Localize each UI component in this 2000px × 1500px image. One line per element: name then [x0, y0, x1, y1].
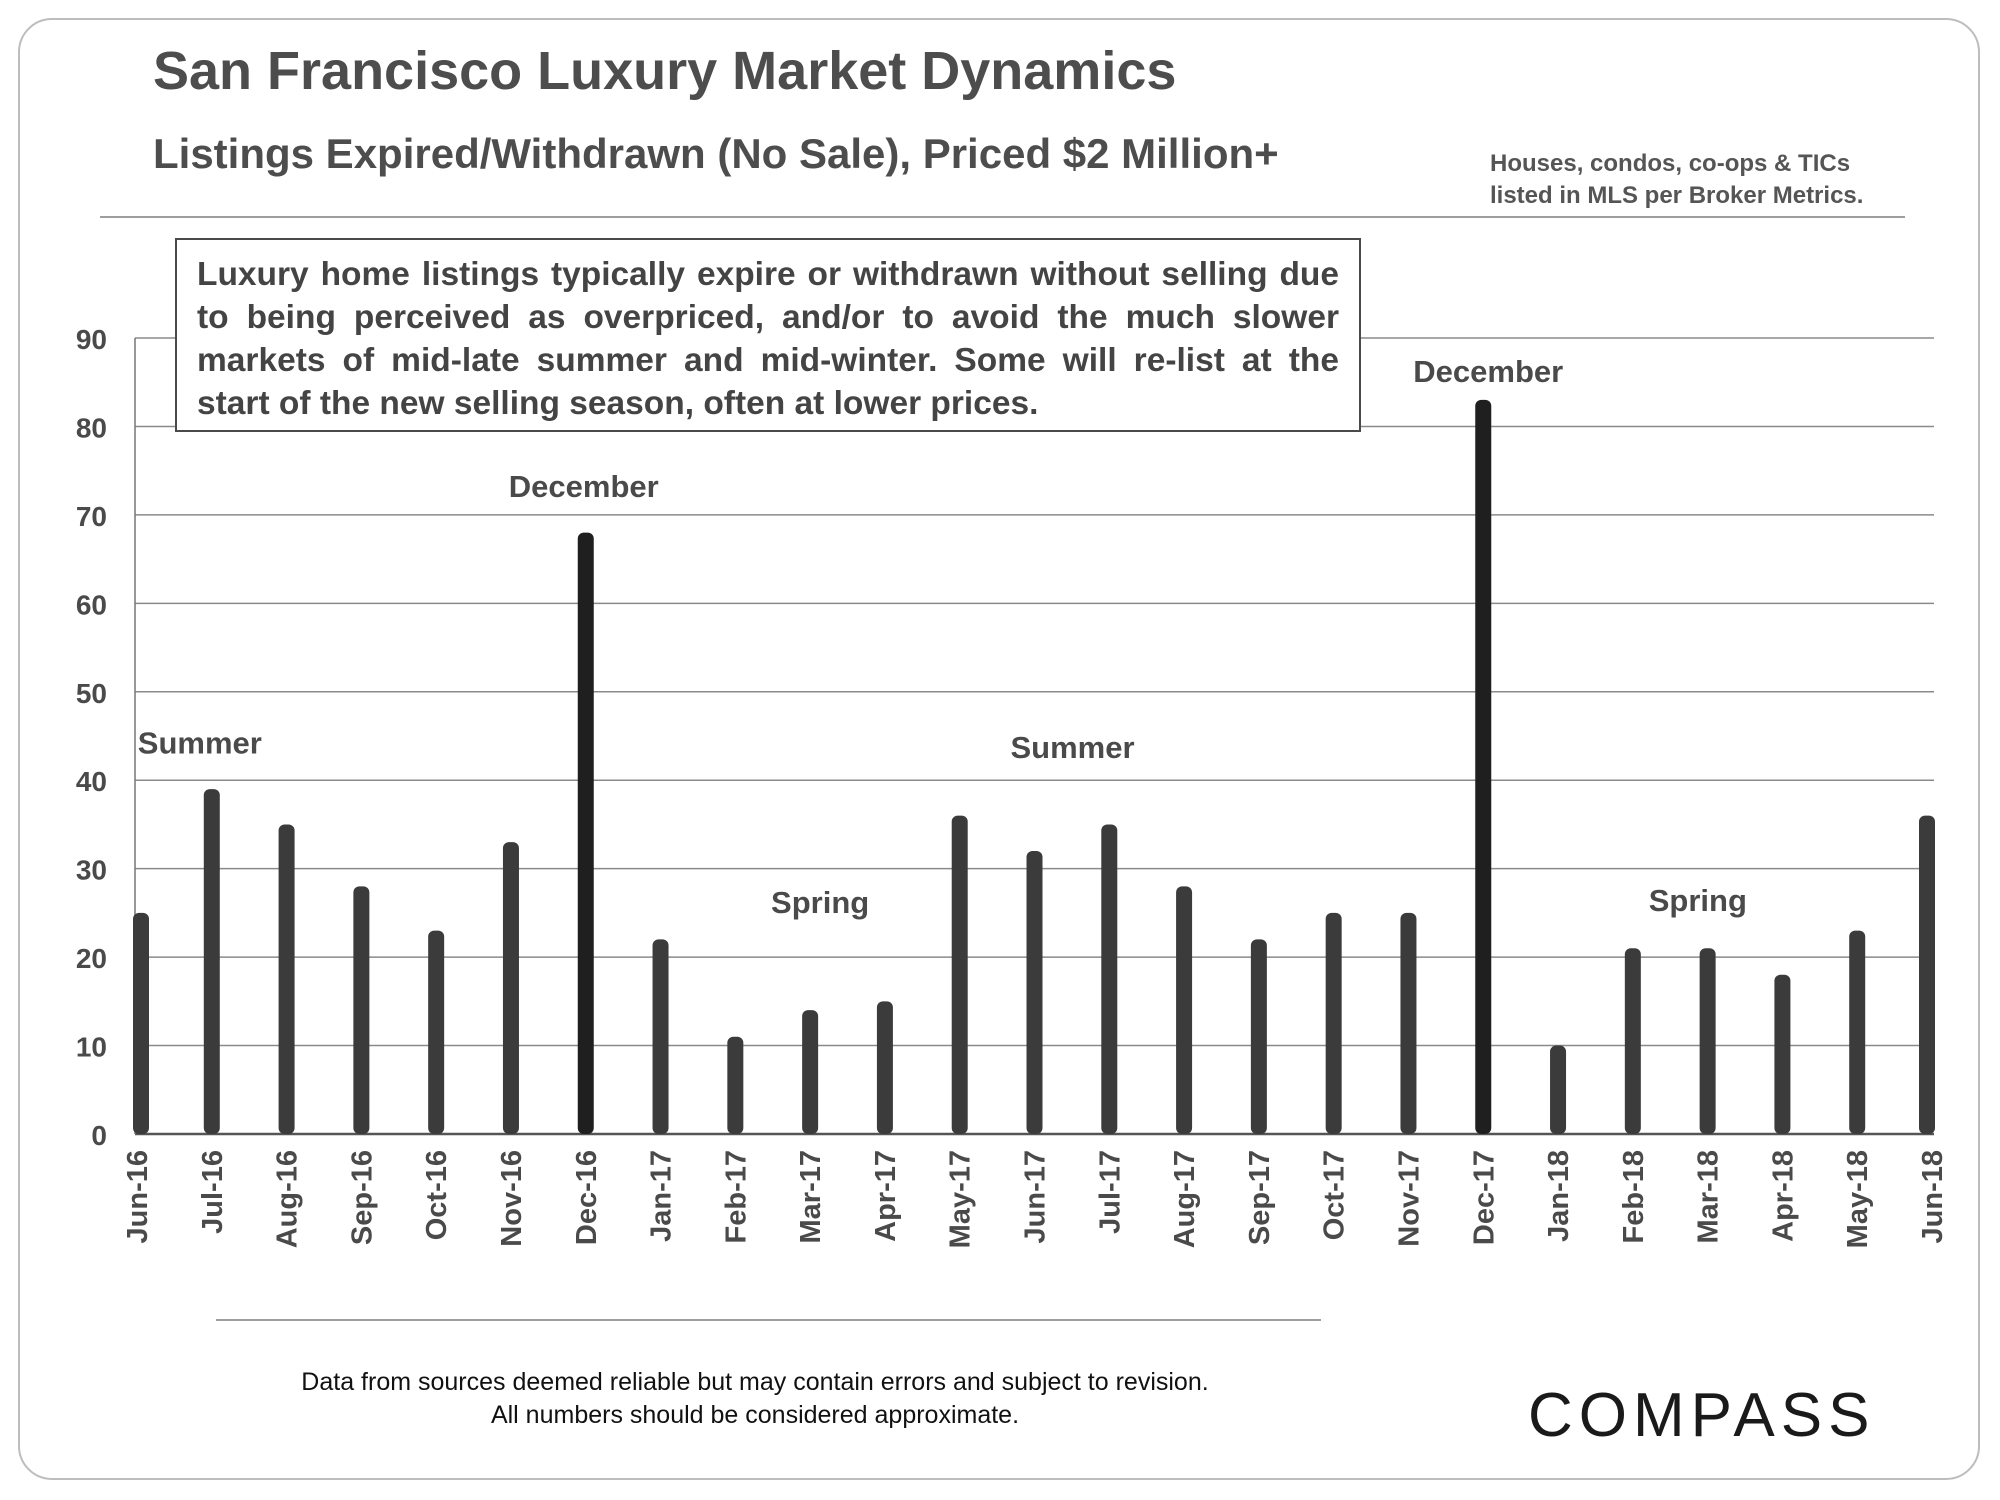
bar-may-17: [951, 815, 968, 1134]
footer-divider: [216, 1319, 1321, 1321]
y-tick-label: 0: [91, 1120, 107, 1151]
x-tick-label: Feb-17: [720, 1150, 752, 1243]
y-tick-label: 70: [76, 501, 107, 532]
x-tick-label: Dec-17: [1468, 1150, 1500, 1245]
bar-jun-18: [1919, 815, 1935, 1134]
x-tick-label: Jan-17: [646, 1150, 678, 1242]
y-tick-label: 90: [76, 324, 107, 355]
y-tick-label: 20: [76, 943, 107, 974]
x-tick-label: Apr-18: [1767, 1150, 1799, 1242]
bar-jan-18: [1550, 1045, 1567, 1134]
disclaimer: Data from sources deemed reliable but ma…: [150, 1366, 1360, 1432]
x-tick-label: Apr-17: [870, 1150, 902, 1242]
compass-logo: COMPASS: [1528, 1381, 1876, 1450]
bar-nov-17: [1400, 912, 1417, 1134]
x-tick-label: Sep-16: [346, 1150, 378, 1245]
x-tick-label: Jun-17: [1020, 1150, 1052, 1243]
y-tick-label: 80: [76, 412, 107, 443]
chart-subtitle: Listings Expired/Withdrawn (No Sale), Pr…: [153, 130, 1279, 177]
x-tick-label: Jan-18: [1543, 1150, 1575, 1242]
header-divider: [100, 216, 1905, 218]
x-tick-label: Jul-16: [197, 1150, 229, 1234]
bar-jun-16: [133, 912, 149, 1134]
annotation-spring: Spring: [1649, 883, 1747, 918]
y-tick-label: 50: [76, 678, 107, 709]
y-tick-label: 60: [76, 589, 107, 620]
callout-box: Luxury home listings typically expire or…: [175, 238, 1361, 432]
bar-sep-17: [1250, 939, 1267, 1134]
bar-aug-17: [1176, 886, 1193, 1134]
x-tick-label: May-18: [1842, 1150, 1874, 1248]
y-tick-label: 30: [76, 855, 107, 886]
annotation-summer: Summer: [138, 726, 262, 761]
x-tick-label: Oct-17: [1319, 1150, 1351, 1240]
x-tick-label: Aug-17: [1169, 1150, 1201, 1248]
scope-note: Houses, condos, co-ops & TICs listed in …: [1490, 148, 1863, 212]
x-tick-label: May-17: [945, 1150, 977, 1248]
disclaimer-line2: All numbers should be considered approxi…: [490, 1401, 1020, 1429]
annotation-december: December: [1413, 354, 1563, 389]
bar-dec-17: [1475, 399, 1492, 1134]
x-tick-label: Dec-16: [571, 1150, 603, 1245]
bar-nov-16: [502, 842, 519, 1134]
x-tick-label: Feb-18: [1618, 1150, 1650, 1243]
x-tick-label: Sep-17: [1244, 1150, 1276, 1245]
bar-sep-16: [353, 886, 370, 1134]
disclaimer-line1: Data from sources deemed reliable but ma…: [301, 1368, 1209, 1396]
x-tick-label: Jun-16: [122, 1150, 154, 1243]
x-tick-label: Nov-16: [496, 1150, 528, 1247]
bar-dec-16: [577, 532, 594, 1134]
bar-apr-17: [876, 1001, 893, 1134]
bar-jan-17: [652, 939, 669, 1134]
annotation-summer: Summer: [1010, 730, 1134, 765]
bar-oct-16: [428, 930, 445, 1134]
x-tick-label: Nov-17: [1393, 1150, 1425, 1247]
bar-feb-17: [727, 1036, 744, 1134]
x-tick-label: Aug-16: [272, 1150, 304, 1248]
bar-feb-18: [1624, 948, 1641, 1134]
x-tick-label: Oct-16: [421, 1150, 453, 1240]
y-tick-label: 40: [76, 766, 107, 797]
chart-title: San Francisco Luxury Market Dynamics: [153, 41, 1177, 101]
x-tick-label: Mar-18: [1693, 1150, 1725, 1244]
bar-mar-17: [802, 1010, 819, 1134]
callout-text: Luxury home listings typically expire or…: [197, 256, 1339, 422]
bar-aug-16: [278, 824, 295, 1134]
y-tick-label: 10: [76, 1032, 107, 1063]
annotation-spring: Spring: [771, 885, 869, 920]
x-tick-label: Jun-18: [1917, 1150, 1949, 1243]
x-tick-label: Jul-17: [1094, 1150, 1126, 1234]
scope-note-line2: listed in MLS per Broker Metrics.: [1490, 182, 1864, 209]
annotation-december: December: [509, 469, 659, 504]
bar-may-18: [1849, 930, 1866, 1134]
x-tick-label: Mar-17: [795, 1150, 827, 1244]
bar-mar-18: [1699, 948, 1716, 1134]
bar-apr-18: [1774, 974, 1791, 1134]
bar-jun-17: [1026, 850, 1043, 1134]
bar-jul-17: [1101, 824, 1118, 1134]
bar-jul-16: [203, 789, 220, 1134]
slide-frame: [18, 18, 1980, 1480]
bar-oct-17: [1325, 912, 1342, 1134]
scope-note-line1: Houses, condos, co-ops & TICs: [1490, 150, 1851, 177]
